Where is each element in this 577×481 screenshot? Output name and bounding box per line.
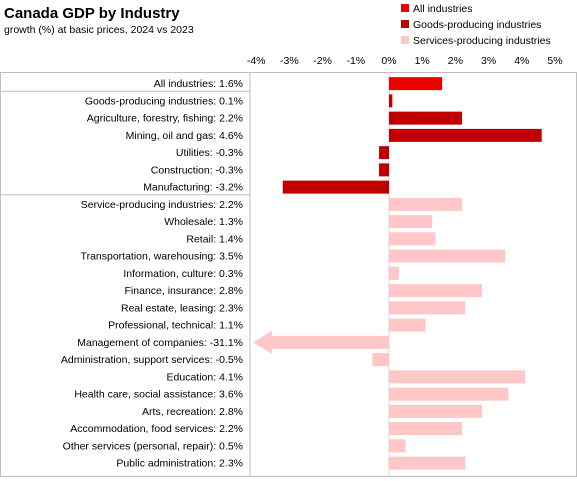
bar [389,318,426,332]
category-label: Education: 4.1% [167,371,243,383]
category-label: Accommodation, food services: 2.2% [70,423,243,435]
category-label: Finance, insurance: 2.8% [125,285,243,297]
x-tick-label: -4% [247,55,266,67]
category-label: Real estate, leasing: 2.3% [121,302,243,314]
category-labels: All industries: 1.6% Goods-producing indu… [61,78,243,470]
bar [379,163,389,177]
legend-swatch [401,4,409,12]
category-label: Utilities: -0.3% [176,147,243,159]
category-label: Wholesale: 1.3% [164,216,243,228]
category-label: Manufacturing: -3.2% [143,182,243,194]
bar [389,404,482,418]
bar [372,353,389,367]
bar [389,128,542,142]
bar [389,232,436,246]
x-tick-label: 0% [381,55,396,67]
bar [379,146,389,160]
category-label: Professional, technical: 1.1% [108,320,243,332]
legend: All industries Goods-producing industries… [401,3,551,47]
bar-truncated-arrow [253,330,389,354]
bar [389,284,482,298]
bar [389,387,509,401]
chart-title: Canada GDP by Industry [4,5,180,22]
legend-label: All industries [413,3,473,15]
bar [389,111,463,125]
bar [389,249,506,263]
bar [389,370,526,384]
legend-swatch [401,20,409,28]
bar [389,456,466,470]
category-label: Administration, support services: -0.5% [61,354,243,366]
bar [389,422,463,436]
bar [282,180,389,194]
x-tick-label: -1% [346,55,365,67]
bar [389,439,406,453]
category-label: Public administration: 2.3% [116,458,243,470]
category-label: All industries: 1.6% [154,78,243,90]
legend-swatch [401,36,409,44]
x-tick-label: 5% [547,55,562,67]
category-label: Construction: -0.3% [151,164,243,176]
category-label: Agriculture, forestry, fishing: 2.2% [87,113,243,125]
x-tick-label: -2% [313,55,332,67]
category-label: Information, culture: 0.3% [123,268,243,280]
bar [389,215,433,229]
category-label: Goods-producing industries: 0.1% [85,95,243,107]
category-label: Service-producing industries: 2.2% [81,199,243,211]
bar [389,266,399,280]
category-label: Management of companies: -31.1% [77,337,243,349]
x-axis-ticks: -4% -3% -2% -1% 0% 1% 2% 3% 4% 5% [247,55,563,67]
bar [389,94,393,108]
chart-subtitle: growth (%) at basic prices, 2024 vs 2023 [4,24,194,36]
bar [389,301,466,315]
legend-label: Goods-producing industries [413,19,541,31]
x-tick-label: -3% [280,55,299,67]
bars [253,77,542,470]
category-label: Arts, recreation: 2.8% [142,406,243,418]
category-label: Mining, oil and gas: 4.6% [126,130,243,142]
bar [389,77,443,91]
category-label: Retail: 1.4% [186,233,243,245]
category-label: Other services (personal, repair): 0.5% [63,440,243,452]
x-tick-label: 2% [448,55,463,67]
bar [389,197,463,211]
category-label: Transportation, warehousing: 3.5% [81,251,243,263]
x-tick-label: 1% [415,55,430,67]
x-tick-label: 3% [481,55,496,67]
x-tick-label: 4% [514,55,529,67]
legend-label: Services-producing industries [413,35,551,47]
category-label: Health care, social assistance: 3.6% [74,389,243,401]
